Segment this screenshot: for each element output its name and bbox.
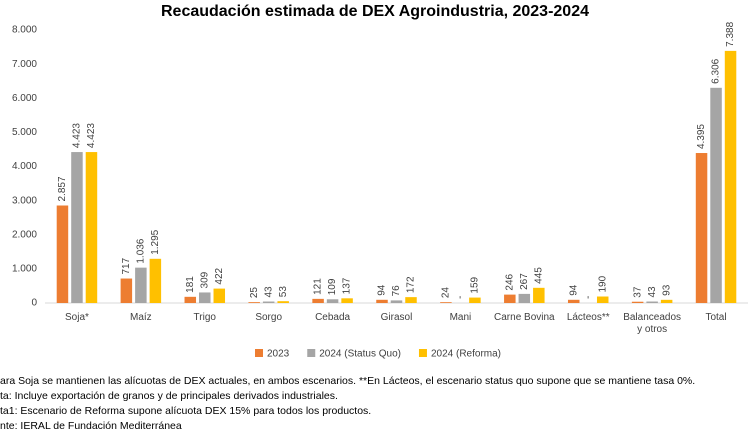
value-label: 190: [597, 275, 608, 292]
value-label: 4.423: [86, 123, 97, 148]
value-label: -: [455, 296, 466, 299]
value-label: 76: [391, 285, 402, 297]
value-label: 137: [342, 277, 353, 294]
bar: [596, 296, 609, 303]
bar: [341, 298, 353, 303]
value-label: 1.036: [136, 238, 147, 263]
x-tick-label: Mani: [449, 312, 472, 323]
bar: [469, 297, 481, 303]
value-label: 25: [249, 287, 260, 299]
value-label: 7.388: [725, 21, 736, 46]
x-tick-label: Carne Bovina: [494, 312, 555, 323]
bar: [56, 205, 69, 303]
chart-title: Recaudación estimada de DEX Agroindustri…: [161, 3, 589, 20]
x-tick-label: Total: [705, 312, 727, 323]
value-label: 445: [533, 267, 544, 284]
legend-label: 2023: [267, 349, 290, 360]
legend-label: 2024 (Status Quo): [319, 349, 401, 360]
bar: [695, 153, 708, 303]
value-label: 94: [568, 284, 579, 296]
value-label: 181: [185, 276, 196, 293]
bar: [518, 293, 531, 303]
y-tick-label: 1.000: [12, 264, 37, 275]
x-tick-label: Balanceados y otros: [623, 312, 682, 335]
bar: [199, 292, 211, 303]
value-label: 93: [661, 284, 672, 296]
bar: [631, 301, 644, 303]
bar: [184, 296, 197, 303]
footnote: ta1: Escenario de Reforma supone alícuot…: [0, 405, 372, 417]
bar: [312, 298, 324, 303]
bar: [120, 278, 133, 303]
bar: [135, 267, 147, 303]
bar: [660, 299, 673, 303]
legend-swatch: [307, 349, 316, 357]
value-label: -: [583, 296, 594, 299]
value-label: 717: [121, 257, 132, 274]
value-label: 4.423: [72, 123, 83, 148]
value-label: 53: [278, 286, 289, 298]
value-label: 246: [504, 273, 515, 290]
value-label: 159: [470, 276, 481, 293]
bar: [646, 301, 658, 303]
legend-label: 2024 (Reforma): [431, 349, 501, 360]
footnote: ta: Incluye exportación de granos y de p…: [0, 390, 338, 402]
x-tick-label: Lácteos**: [566, 312, 610, 323]
x-tick-label: Sorgo: [255, 312, 283, 323]
bar: [567, 299, 580, 303]
x-tick-label: Girasol: [380, 312, 413, 323]
value-label: 4.395: [696, 124, 707, 149]
value-label: 172: [406, 276, 417, 293]
value-label: 121: [313, 278, 324, 295]
value-label: 94: [377, 284, 388, 296]
y-tick-label: 7.000: [12, 59, 37, 70]
bar: [376, 299, 388, 303]
footnote: nte: IERAL de Fundación Mediterránea: [0, 420, 182, 432]
legend-swatch: [255, 349, 263, 357]
bar: [248, 302, 260, 303]
bar: [277, 301, 289, 303]
value-label: 267: [519, 273, 530, 290]
bar: [213, 288, 226, 303]
y-tick-label: 6.000: [12, 93, 37, 104]
bar: [71, 152, 83, 303]
bar: [405, 297, 417, 303]
bar: [533, 287, 545, 303]
y-tick-label: 3.000: [12, 195, 37, 206]
bar: [440, 302, 452, 303]
bar: [504, 294, 516, 303]
x-tick-label: Maíz: [130, 312, 152, 323]
bar: [149, 258, 162, 303]
footnote: ara Soja se mantienen las alícuotas de D…: [0, 375, 696, 387]
y-tick-label: 5.000: [12, 127, 37, 138]
x-tick-label: Soja*: [65, 312, 89, 323]
y-tick-label: 0: [31, 298, 37, 309]
value-label: 6.306: [711, 58, 722, 83]
value-label: 43: [647, 286, 658, 298]
x-tick-label: Trigo: [193, 312, 216, 323]
value-label: 24: [441, 287, 452, 299]
bar: [262, 301, 275, 303]
bar: [724, 50, 737, 304]
bar: [326, 299, 339, 303]
value-label: 1.295: [150, 229, 161, 254]
legend-swatch: [418, 349, 427, 357]
value-label: 37: [632, 286, 643, 298]
y-tick-label: 8.000: [12, 25, 37, 36]
value-label: 43: [263, 286, 274, 298]
x-tick-label: Cebada: [315, 312, 351, 323]
value-label: 309: [199, 271, 210, 288]
bar: [710, 87, 722, 304]
bar: [85, 152, 98, 303]
bar: [390, 300, 403, 303]
y-tick-label: 4.000: [12, 161, 37, 172]
value-label: 109: [327, 278, 338, 295]
value-label: 2.857: [57, 176, 68, 201]
y-tick-label: 2.000: [12, 229, 37, 240]
value-label: 422: [214, 267, 225, 284]
